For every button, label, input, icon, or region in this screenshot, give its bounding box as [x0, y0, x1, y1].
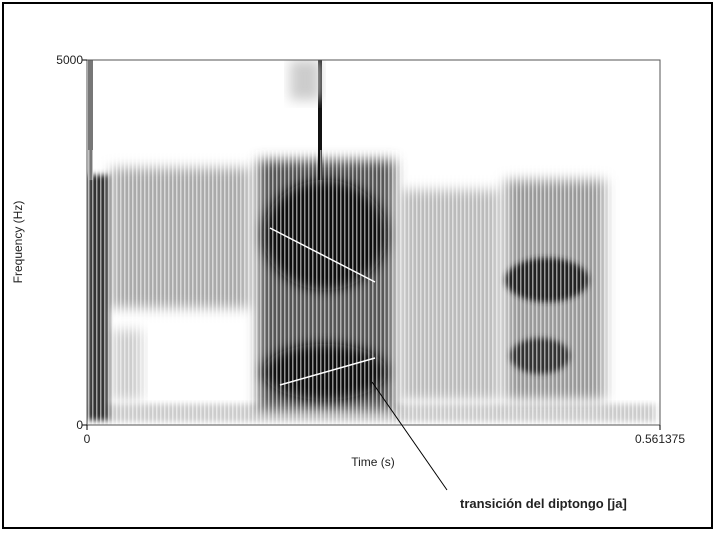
- y-axis-label: Frequency (Hz): [11, 201, 25, 284]
- x-tick-label: 0.561375: [635, 432, 685, 446]
- x-axis-label: Time (s): [351, 455, 395, 469]
- annotation: transición del diptongo [ja]: [460, 496, 627, 511]
- y-tick-label: 5000: [56, 53, 83, 67]
- x-tick-label: 0: [84, 432, 91, 446]
- chart: Time (s) Frequency (Hz) transición del d…: [0, 0, 715, 531]
- y-tick-label: 0: [76, 418, 83, 432]
